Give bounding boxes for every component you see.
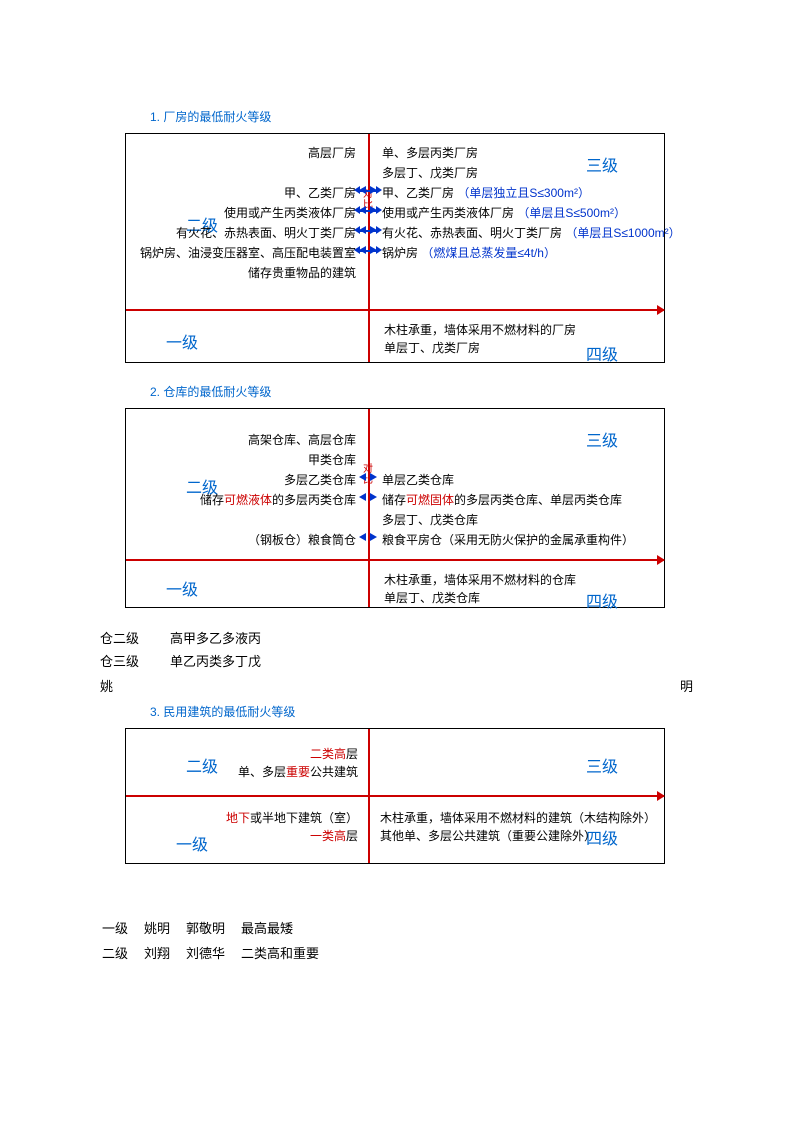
level-ur: 三级: [586, 427, 618, 451]
left-item: 储存可燃液体的多层丙类仓库: [200, 491, 356, 508]
level-lr: 四级: [586, 341, 618, 365]
table-cell: 一级: [102, 916, 142, 939]
right-item: 锅炉房 （燃煤且总蒸发量≤4t/h）: [382, 244, 556, 261]
left-item: 有火花、赤热表面、明火丁类厂房: [176, 224, 356, 241]
left-item: （钢板仓）粮食筒仓: [248, 531, 356, 548]
bottom-right-line: 单层丁、戊类仓库: [384, 589, 480, 606]
page-root: 1. 厂房的最低耐火等级 二级三级一级四级对比高层厂房甲、乙类厂房使用或产生丙类…: [0, 0, 793, 1006]
mnemonic-table: 一级姚明郭敬明最高最矮二级刘翔刘德华二类高和重要: [100, 914, 335, 966]
level-ur: 三级: [586, 152, 618, 176]
level-ur: 三级: [586, 753, 618, 777]
level-ll: 一级: [166, 576, 198, 600]
table-cell: 二类高和重要: [241, 941, 333, 964]
right-item: 多层丁、戊类仓库: [382, 511, 478, 528]
level-lr: 四级: [586, 588, 618, 612]
diagram-warehouse: 二级三级一级四级对比高架仓库、高层仓库甲类仓库多层乙类仓库储存可燃液体的多层丙类…: [125, 408, 665, 608]
left-upper-item: 二类高层: [310, 745, 358, 762]
right-item: 多层丁、戊类厂房: [382, 164, 478, 181]
level-ll: 一级: [166, 329, 198, 353]
left-item: 高层厂房: [308, 144, 356, 161]
section2-title: 2. 仓库的最低耐火等级: [150, 383, 693, 400]
level-ul: 二级: [186, 753, 218, 777]
mnemonic-line: 仓二级高甲多乙多液丙: [100, 628, 693, 647]
mnemonic-line: 仓三级单乙丙类多丁戊: [100, 651, 693, 670]
wide-mnemonic: 姚 明: [100, 676, 693, 695]
left-item: 储存贵重物品的建筑: [248, 264, 356, 281]
right-item: 甲、乙类厂房 （单层独立且S≤300m²）: [382, 184, 590, 201]
left-item: 多层乙类仓库: [284, 471, 356, 488]
table-cell: 刘德华: [186, 941, 239, 964]
left-lower-item: 地下或半地下建筑（室）: [226, 809, 358, 826]
table-cell: 最高最矮: [241, 916, 333, 939]
right-item: 单层乙类仓库: [382, 471, 454, 488]
left-item: 高架仓库、高层仓库: [248, 431, 356, 448]
table-row: 二级刘翔刘德华二类高和重要: [102, 941, 333, 964]
table-row: 一级姚明郭敬明最高最矮: [102, 916, 333, 939]
diagram-civil: 二级三级一级四级二类高层单、多层重要公共建筑地下或半地下建筑（室）一类高层木柱承…: [125, 728, 665, 864]
left-upper-item: 单、多层重要公共建筑: [238, 763, 358, 780]
wide-left: 姚: [100, 676, 113, 695]
level-ll: 一级: [176, 831, 208, 855]
right-item: 使用或产生丙类液体厂房 （单层且S≤500m²）: [382, 204, 626, 221]
right-item: 单、多层丙类厂房: [382, 144, 478, 161]
left-item: 甲类仓库: [308, 451, 356, 468]
right-item: 储存可燃固体的多层丙类仓库、单层丙类仓库: [382, 491, 622, 508]
mnemonic-warehouse: 仓二级高甲多乙多液丙仓三级单乙丙类多丁戊: [100, 628, 693, 670]
right-lower-item: 其他单、多层公共建筑（重要公建除外）: [380, 827, 596, 844]
right-lower-item: 木柱承重，墙体采用不燃材料的建筑（木结构除外）: [380, 809, 656, 826]
section3-title: 3. 民用建筑的最低耐火等级: [150, 703, 693, 720]
left-lower-item: 一类高层: [310, 827, 358, 844]
section1-title: 1. 厂房的最低耐火等级: [150, 108, 693, 125]
table-cell: 姚明: [144, 916, 184, 939]
bottom-right-line: 木柱承重，墙体采用不燃材料的仓库: [384, 571, 576, 588]
bottom-right-line: 单层丁、戊类厂房: [384, 339, 480, 356]
bottom-right-line: 木柱承重，墙体采用不燃材料的厂房: [384, 321, 576, 338]
table-cell: 刘翔: [144, 941, 184, 964]
table-cell: 郭敬明: [186, 916, 239, 939]
left-item: 锅炉房、油浸变压器室、高压配电装置室: [140, 244, 356, 261]
diagram-factory: 二级三级一级四级对比高层厂房甲、乙类厂房使用或产生丙类液体厂房有火花、赤热表面、…: [125, 133, 665, 363]
left-item: 使用或产生丙类液体厂房: [224, 204, 356, 221]
wide-right: 明: [680, 676, 693, 695]
right-item: 有火花、赤热表面、明火丁类厂房 （单层且S≤1000m²）: [382, 224, 681, 241]
right-item: 粮食平房仓（采用无防火保护的金属承重构件）: [382, 531, 634, 548]
left-item: 甲、乙类厂房: [284, 184, 356, 201]
table-cell: 二级: [102, 941, 142, 964]
